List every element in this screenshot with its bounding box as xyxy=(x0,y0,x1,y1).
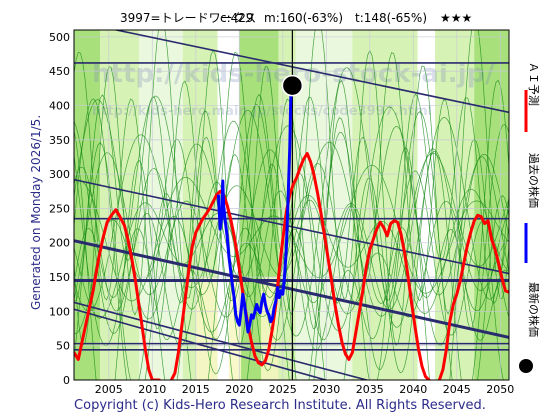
plot-frame xyxy=(73,29,510,381)
y-tick-label-3: 150 xyxy=(49,271,70,284)
ai-forecast-line xyxy=(74,152,509,380)
legend-label-past: 過去の株価 xyxy=(527,153,541,208)
y-tick-label-9: 450 xyxy=(49,65,70,78)
fan-line-4 xyxy=(74,30,509,346)
plot-area: http://kids-hero-stock-ai.jp/ http://kid… xyxy=(74,30,509,380)
series-lines xyxy=(74,76,509,380)
legend-label-ai: ＡＩ予測 xyxy=(527,62,541,106)
fan-line-12 xyxy=(74,93,509,305)
fan-line-15 xyxy=(74,164,509,302)
x-tick-label-2: 2015 xyxy=(182,383,210,396)
band-11 xyxy=(474,30,509,380)
trend-line-5 xyxy=(112,30,509,114)
x-tick-label-4: 2025 xyxy=(269,383,297,396)
y-tick-label-10: 500 xyxy=(49,31,70,44)
header-stock: 3997=トレードワークス xyxy=(120,11,256,25)
latest-price-point xyxy=(281,74,304,97)
x-tick-label-7: 2040 xyxy=(399,383,427,396)
legend-item-latest: 最新の株価 xyxy=(519,282,541,373)
y-tick-label-6: 300 xyxy=(49,168,70,181)
past-price-line xyxy=(216,76,294,334)
y-tick-labels: 0 50 100 150 200 250 300 350 400 450 500 xyxy=(49,31,70,387)
trend-line-7 xyxy=(74,239,509,339)
x-tick-label-0: 2005 xyxy=(95,383,123,396)
x-tick-label-9: 2050 xyxy=(486,383,514,396)
y-tick-label-2: 100 xyxy=(49,305,70,318)
trend-line-6 xyxy=(74,178,509,275)
x-tick-label-3: 2020 xyxy=(225,383,253,396)
trend-line-9 xyxy=(74,308,329,380)
y-tick-label-1: 50 xyxy=(56,340,70,353)
y-tick-label-5: 250 xyxy=(49,202,70,215)
header-m-forecast: m:160(-63%) xyxy=(264,11,343,25)
fan-line-14 xyxy=(74,98,509,380)
generated-date-note: Generated on Monday 2026/1/5. xyxy=(29,115,43,310)
y-tick-label-8: 400 xyxy=(49,99,70,112)
x-tick-label-5: 2030 xyxy=(312,383,340,396)
y-tick-label-7: 350 xyxy=(49,134,70,147)
legend-item-past: 過去の株価 xyxy=(524,153,541,263)
y-tick-label-4: 200 xyxy=(49,237,70,250)
fan-line-9 xyxy=(74,110,504,380)
x-tick-labels: 2005 2010 2015 2020 2025 2030 2035 2040 2045 2050 xyxy=(95,383,514,396)
header-current-price: c:429 xyxy=(220,11,254,25)
header-t-forecast: t:148(-65%) xyxy=(355,11,427,25)
x-tick-label-1: 2010 xyxy=(138,383,166,396)
header-rating-stars: ★★★ xyxy=(440,11,472,25)
x-tick-label-6: 2035 xyxy=(356,383,384,396)
legend-label-latest: 最新の株価 xyxy=(527,282,541,337)
copyright-notice: Copyright (c) Kids-Hero Research Institu… xyxy=(74,398,486,413)
watermark: http://kids-hero-stock-ai.jp/ http://kid… xyxy=(92,59,495,119)
latest-point xyxy=(281,74,304,97)
x-tick-label-8: 2045 xyxy=(443,383,471,396)
legend-swatch-latest xyxy=(519,359,533,373)
y-tick-label-0: 0 xyxy=(63,374,70,387)
fan-line-13 xyxy=(74,142,509,380)
legend: ＡＩ予測 過去の株価 最新の株価 xyxy=(519,62,541,373)
legend-item-ai: ＡＩ予測 xyxy=(524,62,541,132)
trend-line-8 xyxy=(74,301,370,380)
